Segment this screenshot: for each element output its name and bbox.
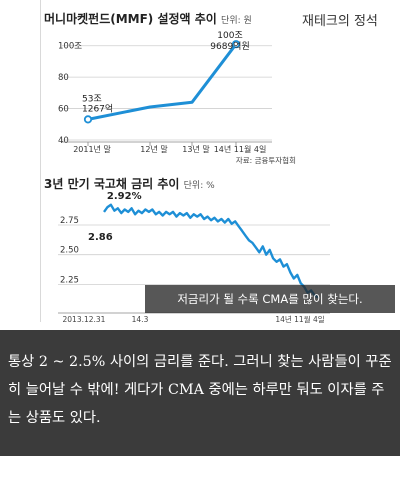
mmf-xtick-label: 13년 말 — [182, 144, 210, 154]
mmf-source: 자료: 금융투자협회 — [236, 155, 296, 165]
chart-panel: 머니마켓펀드(MMF) 설정액 추이 단위: 원 3년 만기 국고채 금리 추이… — [40, 0, 400, 322]
bond-peak-label: 2.92% — [107, 191, 142, 202]
bond-chart-title: 3년 만기 국고채 금리 추이 단위: % — [44, 175, 215, 192]
mmf-start-label-line1: 53조 — [82, 94, 102, 104]
mmf-xtick-label: 12년 말 — [140, 144, 168, 154]
bond-title-text: 3년 만기 국고채 금리 추이 — [44, 177, 180, 191]
mmf-series-line — [87, 43, 238, 121]
bond-xtick-label: 14.3 — [132, 315, 149, 324]
mmf-end-label-line1: 100조 — [217, 31, 242, 41]
mmf-end-label-line2: 9689억원 — [210, 40, 249, 52]
bond-xtick-label: 14년 11월 4일 — [275, 314, 324, 324]
bottom-text: 통상 2 ~ 2.5% 사이의 금리를 준다. 그러니 찾는 사람들이 꾸준히 … — [8, 354, 392, 426]
bottom-text-box: 통상 2 ~ 2.5% 사이의 금리를 준다. 그러니 찾는 사람들이 꾸준히 … — [0, 330, 400, 456]
caption-box: 저금리가 될 수록 CMA를 많이 찾는다. — [145, 285, 395, 313]
mmf-start-label-line2: 1267억 — [82, 102, 113, 114]
bond-xtick-label: 2013.12.31 — [63, 315, 106, 324]
mmf-data-point — [83, 115, 93, 124]
mmf-data-point — [231, 40, 241, 49]
mmf-title-text: 머니마켓펀드(MMF) 설정액 추이 — [44, 12, 217, 26]
bond-unit: 단위: % — [183, 181, 215, 191]
bond-ytick-label: 2.25 — [60, 275, 79, 285]
mmf-ytick-label: 80 — [58, 73, 69, 83]
mmf-unit: 단위: 원 — [221, 16, 252, 26]
bond-ytick-label: 2.75 — [60, 216, 79, 226]
mmf-ytick-label: 60 — [58, 105, 69, 115]
brand-label: 재테크의 정석 — [302, 14, 378, 29]
mmf-xtick-label: 14년 11월 4일 — [214, 144, 267, 154]
charts-canvas: 40 60 80 100조 2011년 말 12년 말 13년 말 14년 11월 4일 53조… — [58, 31, 330, 324]
bond-series-line — [103, 203, 319, 299]
mmf-ytick-label: 40 — [58, 136, 69, 146]
mmf-ytick-label: 100조 — [58, 42, 82, 52]
mmf-xtick-label: 2011년 말 — [73, 144, 111, 154]
mmf-chart-title: 머니마켓펀드(MMF) 설정액 추이 단위: 원 — [44, 10, 252, 27]
bond-start-label: 2.86 — [88, 232, 113, 243]
bond-ytick-label: 2.50 — [60, 246, 79, 256]
